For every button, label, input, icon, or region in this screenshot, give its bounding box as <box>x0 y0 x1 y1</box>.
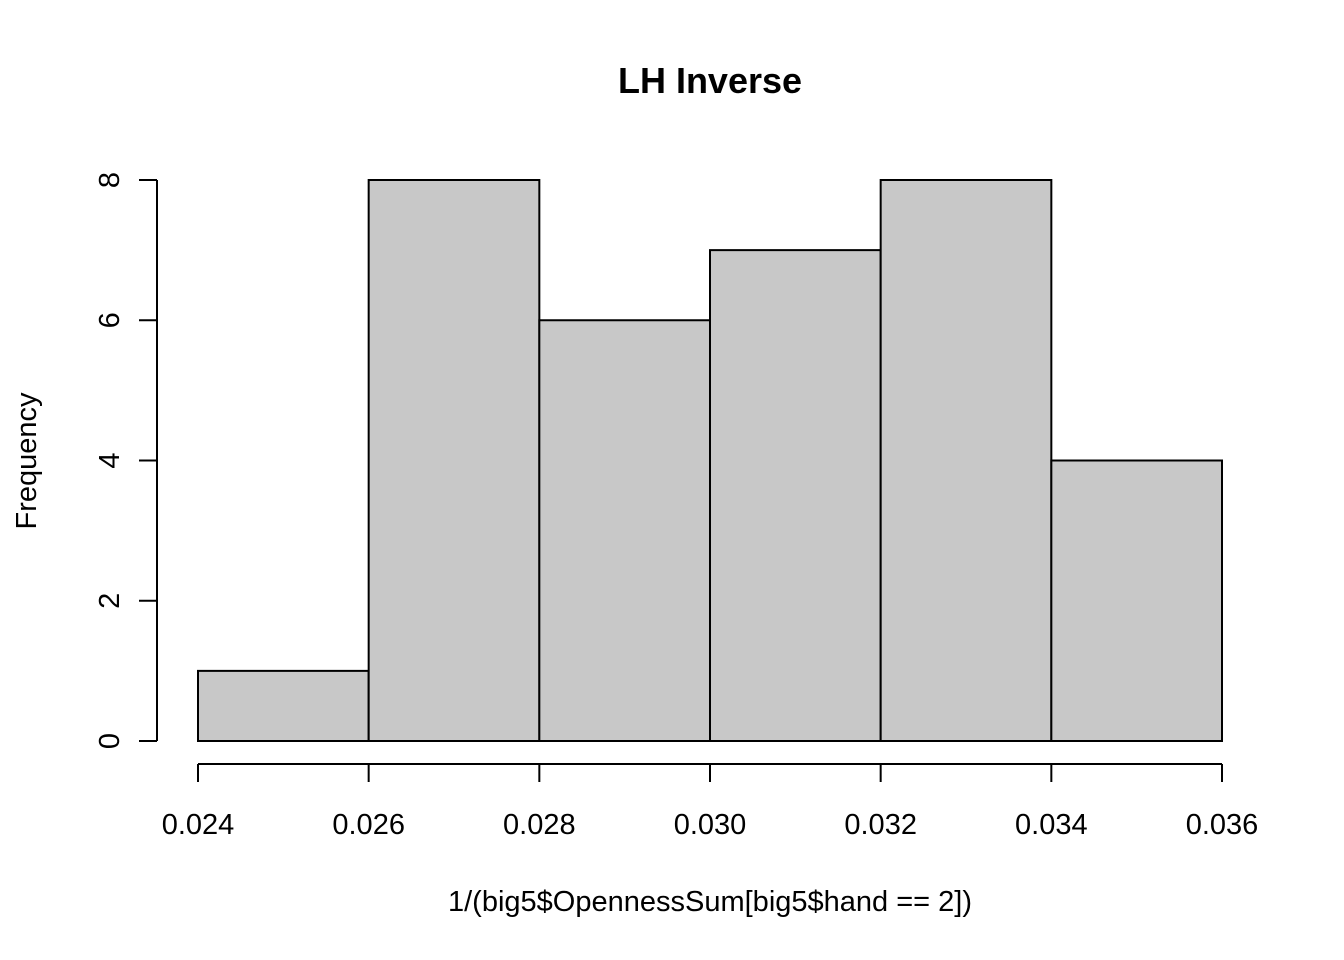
histogram-bar-2 <box>538 319 711 742</box>
y-axis: 0 2 4 6 8 <box>94 172 158 749</box>
x-tick-label-6: 0.036 <box>1186 809 1259 841</box>
histogram-bar-1 <box>367 179 541 742</box>
histogram-bar-0 <box>197 669 370 742</box>
x-tick-label-5: 0.034 <box>1015 809 1088 841</box>
x-tick-label-2: 0.028 <box>503 809 576 841</box>
y-tick-label-0: 0 <box>94 733 126 749</box>
histogram-bar-5 <box>1050 459 1224 742</box>
histogram-bar-4 <box>879 179 1053 742</box>
bars-group <box>197 179 1224 742</box>
x-axis: 0.024 0.026 0.028 0.030 0.032 0.034 0.036 <box>162 763 1259 841</box>
chart-title: LH Inverse <box>618 60 802 101</box>
y-axis-label: Frequency <box>11 392 43 530</box>
x-tick-label-1: 0.026 <box>332 809 405 841</box>
histogram-bar-3 <box>709 249 882 742</box>
x-tick-label-4: 0.032 <box>844 809 917 841</box>
y-tick-label-4: 8 <box>94 172 126 188</box>
x-axis-label: 1/(big5$OpennessSum[big5$hand == 2]) <box>448 886 972 918</box>
y-tick-label-3: 6 <box>94 312 126 328</box>
y-tick-label-1: 2 <box>94 593 126 609</box>
x-tick-label-0: 0.024 <box>162 809 235 841</box>
x-tick-label-3: 0.030 <box>674 809 747 841</box>
y-tick-label-2: 4 <box>94 452 126 468</box>
